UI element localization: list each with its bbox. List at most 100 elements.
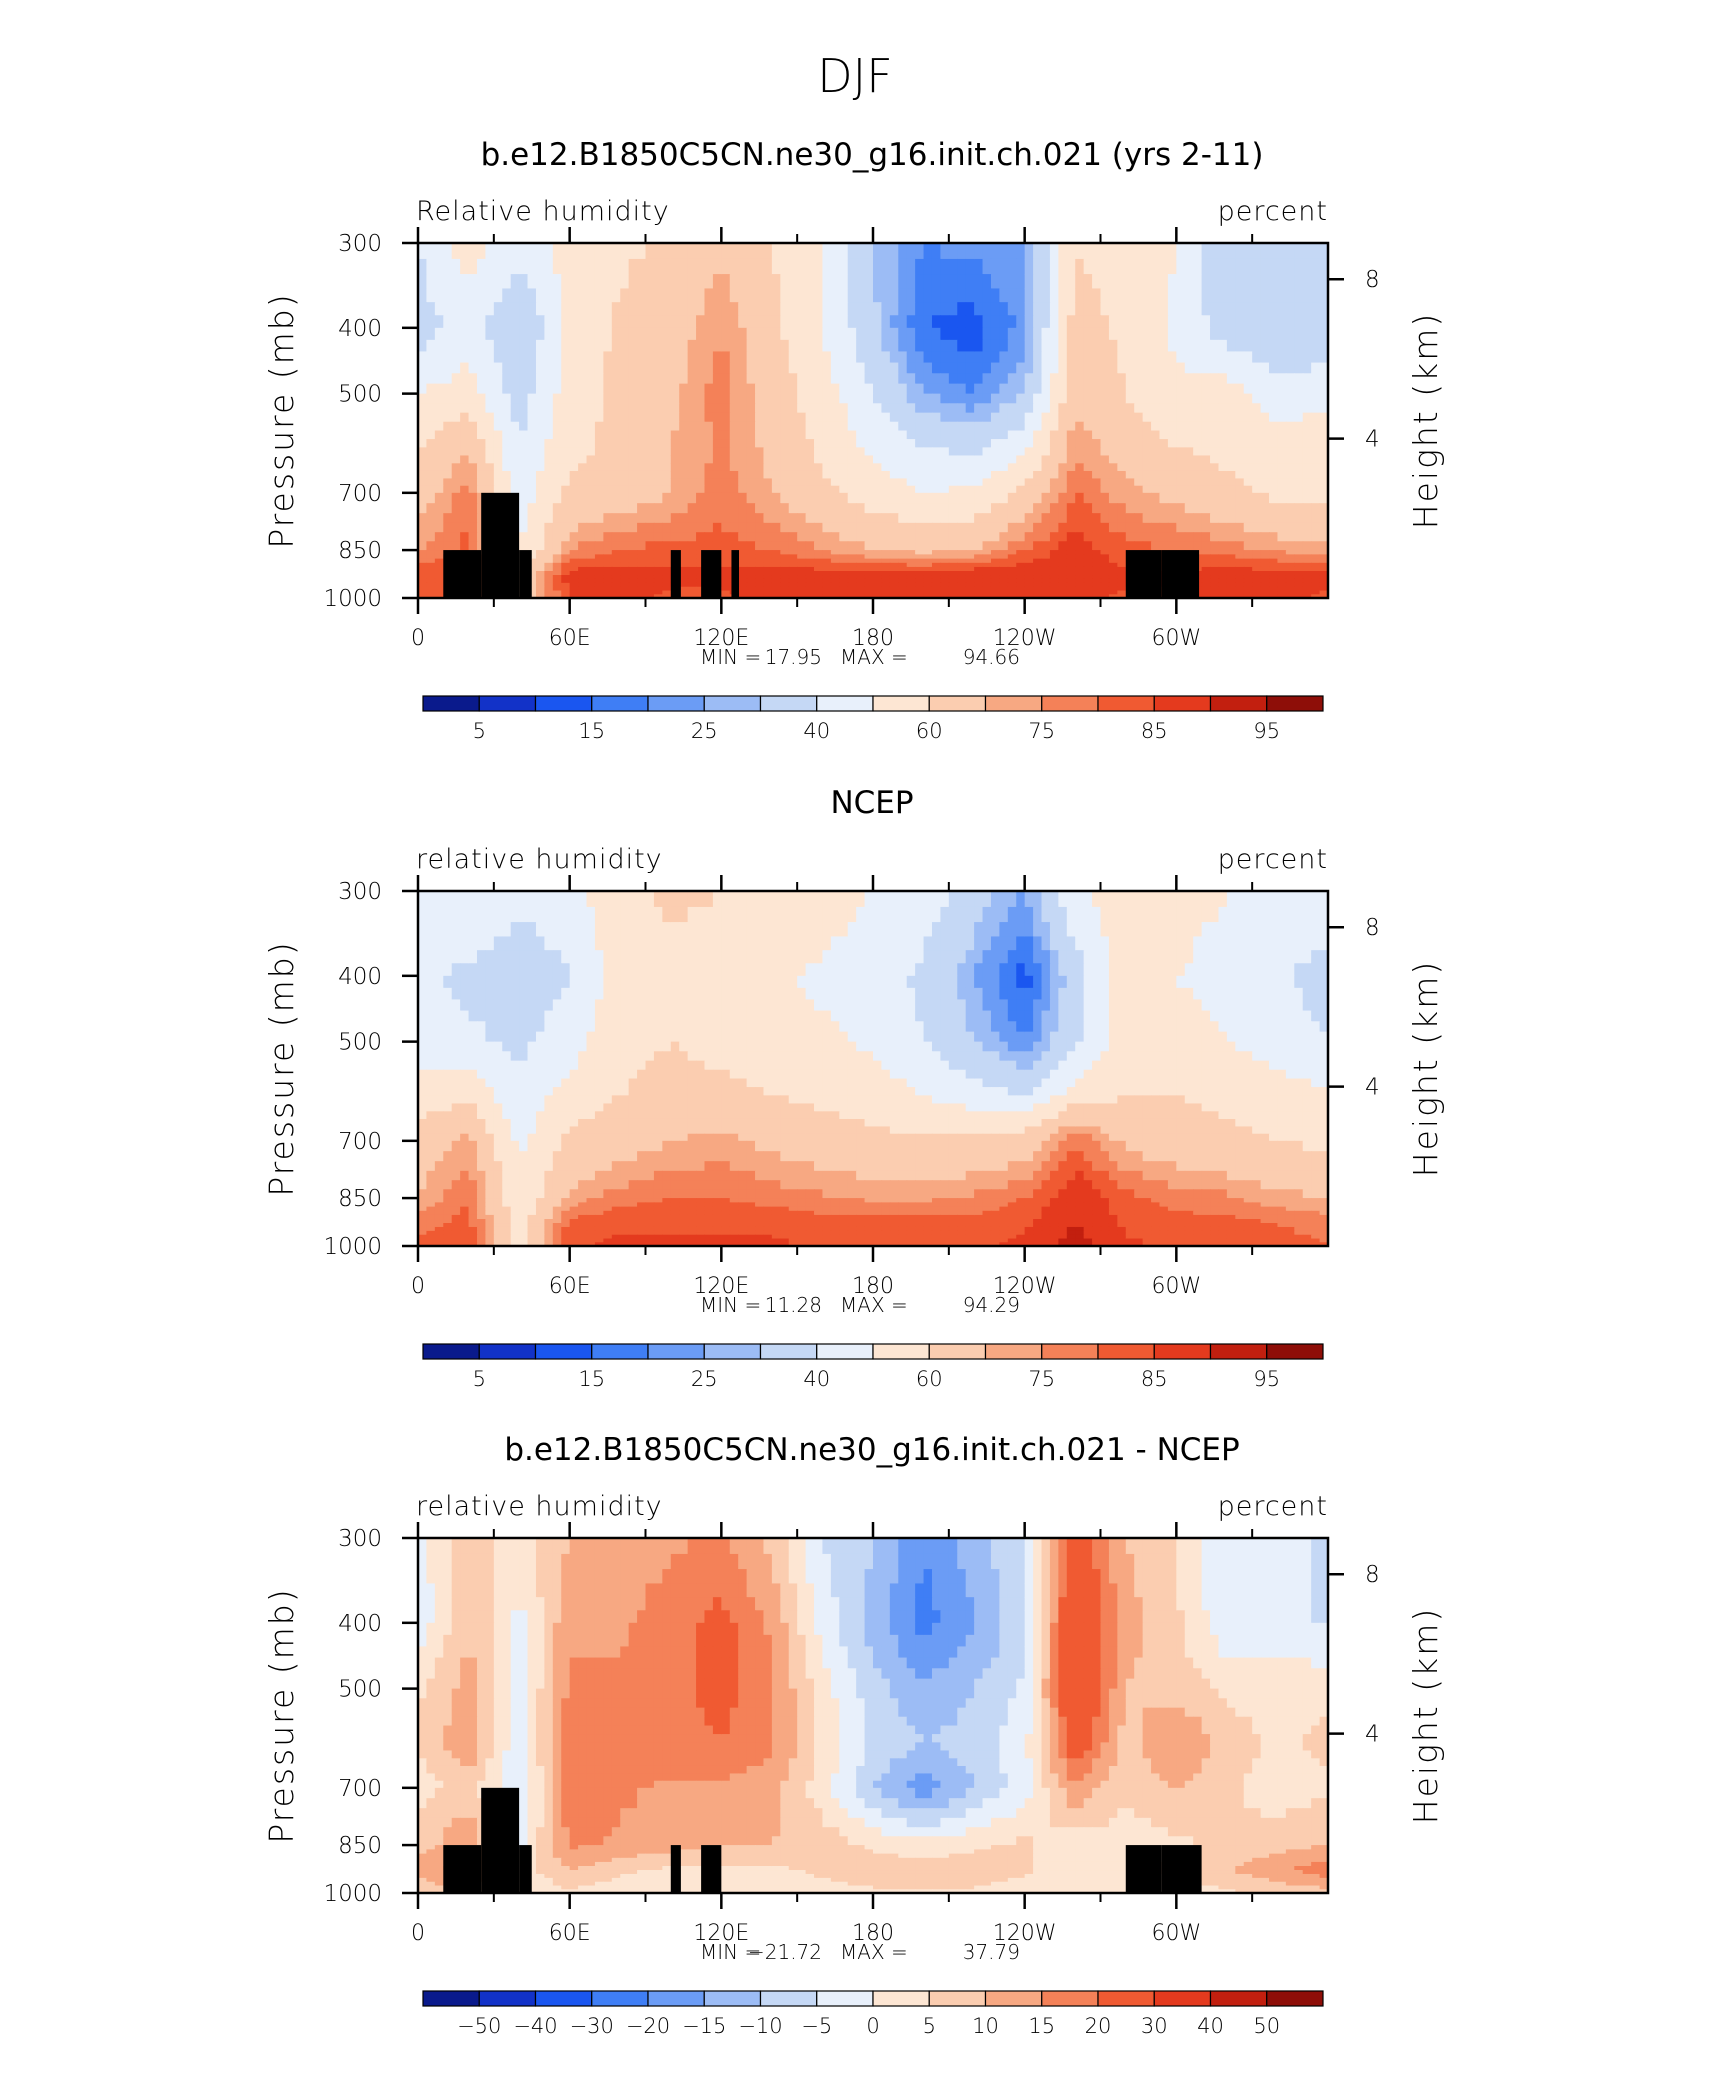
field-cell [839,936,849,951]
field-cell [628,571,638,576]
field-cell [873,558,883,564]
field-cell [704,503,714,514]
field-cell [1260,532,1270,542]
field-cell [1294,492,1304,504]
field-cell [561,455,571,464]
field-cell [569,562,579,568]
field-cell [1193,383,1203,395]
field-cell [687,594,697,598]
field-cell [755,590,765,595]
field-cell [948,582,958,588]
field-cell [552,430,562,440]
field-cell [780,274,790,290]
field-cell [687,562,697,568]
field-cell [569,339,579,353]
field-cell [746,586,756,592]
field-cell [915,492,925,504]
field-cell [1311,339,1321,353]
field-cell [1075,566,1085,572]
field-cell [847,936,857,951]
field-cell [468,478,478,487]
field-cell [1066,421,1076,432]
field-cell [1319,258,1328,275]
field-cell [780,393,790,404]
field-cell [839,558,849,564]
field-cell [443,439,453,448]
field-cell [1277,274,1287,290]
field-cell [721,550,731,555]
field-cell [653,315,663,329]
field-cell [814,403,824,414]
field-cell [1033,582,1043,588]
field-cell [864,558,874,564]
field-cell [1218,327,1228,341]
field-cell [864,463,874,472]
field-cell [1277,575,1287,580]
field-cell [906,393,916,404]
field-cell [502,963,512,977]
field-cell [864,421,874,432]
field-cell [1252,470,1262,480]
field-cell [704,373,714,385]
field-cell [637,562,647,568]
field-cell [755,455,765,464]
field-cell [923,522,933,533]
field-cell [468,373,478,385]
field-cell [1100,554,1110,560]
field-cell [805,522,815,533]
field-cell [418,463,428,472]
field-cell [418,963,428,977]
field-cell [788,373,798,385]
field-cell [1117,373,1127,385]
field-cell [594,455,604,464]
field-cell [1075,582,1085,588]
field-cell [822,586,832,592]
field-cell [1252,492,1262,504]
field-cell [923,463,933,472]
field-cell [898,503,908,514]
field-cell [1226,571,1236,576]
field-cell [1285,541,1295,551]
field-cell [1252,590,1262,595]
field-cell [569,393,579,404]
field-cell [763,936,773,951]
field-cell [1184,463,1194,472]
field-cell [1226,554,1236,560]
field-cell [1024,447,1034,457]
field-cell [679,274,689,290]
field-cell [990,327,1000,341]
field-cell [552,586,562,592]
field-cell [544,393,554,404]
field-cell [460,485,470,494]
field-cell [797,554,807,560]
field-cell [443,950,453,964]
field-cell [696,558,706,564]
field-cell [443,403,453,414]
field-cell [915,447,925,457]
field-cell [1243,302,1253,316]
field-cell [1092,362,1102,374]
field-cell [1024,478,1034,487]
field-cell [881,315,891,329]
field-cell [982,571,992,576]
field-cell [830,492,840,504]
field-cell [1319,403,1328,414]
field-cell [519,447,529,457]
field-cell [856,447,866,457]
field-cell [628,315,638,329]
field-cell [578,478,588,487]
field-cell [645,430,655,440]
field-cell [965,485,975,494]
field-cell [653,302,663,316]
field-cell [923,455,933,464]
field-cell [1176,243,1186,260]
field-cell [923,485,933,494]
field-cell [653,243,663,260]
field-cell [1151,327,1161,341]
field-cell [999,455,1009,464]
field-cell [915,362,925,374]
field-cell [586,550,596,555]
field-cell [889,470,899,480]
field-cell [1235,447,1245,457]
field-cell [881,532,891,542]
